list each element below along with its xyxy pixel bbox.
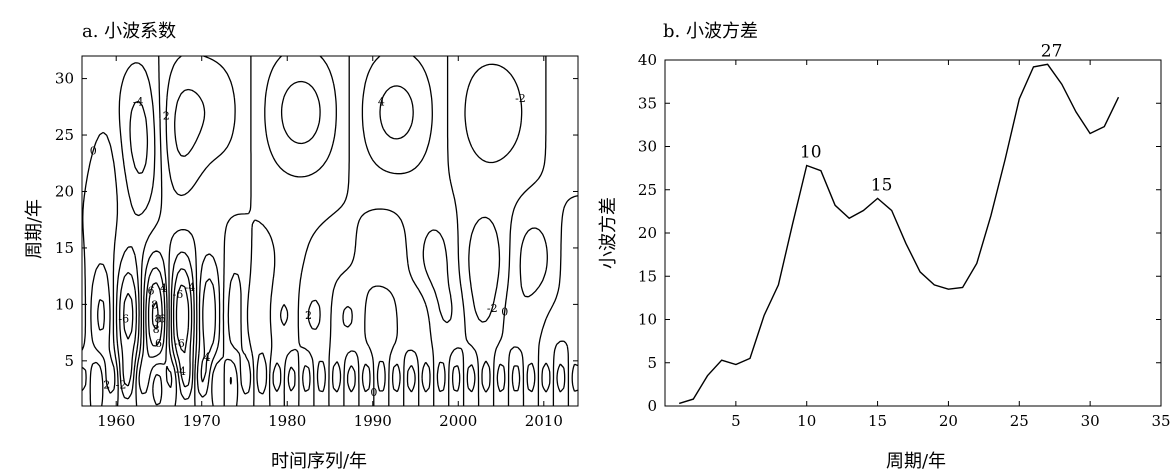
contour-value-label: 8 <box>153 323 160 336</box>
x-tick-label: 1990 <box>354 412 392 430</box>
panel-a-plot-frame <box>81 55 579 407</box>
y-tick-label: 25 <box>638 181 657 199</box>
contour-value-label: 2 <box>305 309 312 322</box>
wavelet-coefficient-panel: a. 小波系数 时间序列/年 周期/年 -6-6-6-4-4-4-2-2-200… <box>24 21 579 472</box>
y-tick-label: 15 <box>638 267 657 285</box>
x-tick-label: 1970 <box>183 412 221 430</box>
contour-value-label: 2 <box>163 110 170 123</box>
contour-value-label: -4 <box>175 365 186 378</box>
contour-line <box>115 55 579 401</box>
contour-line <box>147 282 163 347</box>
peak-label: 15 <box>871 175 893 195</box>
x-tick-label: 30 <box>1081 412 1100 430</box>
peak-annotations: 10 15 27 <box>800 41 1063 195</box>
contour-value-label: 4 <box>204 351 211 364</box>
contour-line <box>81 55 566 398</box>
wavelet-variance-line <box>678 63 1120 405</box>
x-tick-label: 1960 <box>97 412 135 430</box>
y-tick-label: 20 <box>638 224 657 242</box>
contour-value-label: 0 <box>90 145 97 158</box>
y-tick-label: 5 <box>64 352 74 370</box>
contour-value-label: -4 <box>185 281 196 294</box>
wavelet-variance-panel: b. 小波方差 周期/年 小波方差 5 10 15 20 25 30 35 0 5 10 15 20… <box>598 21 1171 472</box>
x-tick-label: 1980 <box>268 412 306 430</box>
panel-a-title: a. 小波系数 <box>82 21 176 42</box>
panel-b-y-ticks: 0 5 10 15 20 25 30 35 40 <box>638 51 1161 415</box>
x-tick-label: 2010 <box>525 412 563 430</box>
contour-line <box>97 85 414 383</box>
panel-a-x-ticks: 1960 1970 1980 1990 2000 2010 <box>97 56 563 430</box>
y-tick-label: 10 <box>638 311 657 329</box>
peak-label: 10 <box>800 143 822 163</box>
panel-a-y-axis-label: 周期/年 <box>24 199 45 259</box>
x-tick-label: 25 <box>1010 412 1029 430</box>
x-tick-label: 35 <box>1151 412 1170 430</box>
contour-value-label: -6 <box>118 313 129 326</box>
contour-line <box>119 80 321 388</box>
contour-line <box>151 301 159 330</box>
y-tick-label: 30 <box>638 138 657 156</box>
contour-value-label: 0 <box>370 386 377 399</box>
contour-value-label: 6 <box>159 313 166 326</box>
contour-lines <box>81 55 579 407</box>
contour-value-label: 8 <box>151 299 158 312</box>
panel-b-x-ticks: 5 10 15 20 25 30 35 <box>731 60 1171 430</box>
y-tick-label: 35 <box>638 94 657 112</box>
contour-value-label: -2 <box>515 92 526 105</box>
panel-b-y-axis-label: 小波方差 <box>598 197 619 269</box>
y-tick-label: 20 <box>55 182 74 200</box>
contour-line <box>81 55 579 407</box>
y-tick-label: 30 <box>55 70 74 88</box>
contour-value-label: 4 <box>378 96 385 109</box>
contour-value-label: -6 <box>172 288 183 301</box>
panel-a-x-axis-label: 时间序列/年 <box>271 451 367 472</box>
x-tick-label: 2000 <box>439 412 477 430</box>
contour-value-label: 0 <box>501 306 508 319</box>
y-tick-label: 5 <box>647 354 657 372</box>
panel-b-plot-frame <box>664 59 1162 407</box>
contour-line <box>123 284 190 354</box>
contour-value-label: 6 <box>148 285 155 298</box>
y-tick-label: 25 <box>55 126 74 144</box>
y-tick-label: 15 <box>55 239 74 257</box>
x-tick-label: 15 <box>868 412 887 430</box>
panel-b-title: b. 小波方差 <box>663 21 758 42</box>
contour-value-label: -6 <box>174 337 185 350</box>
x-tick-label: 5 <box>731 412 741 430</box>
peak-label: 27 <box>1041 41 1063 61</box>
y-tick-label: 10 <box>55 295 74 313</box>
contour-value-label: -4 <box>133 96 144 109</box>
contour-value-label: 8 <box>154 313 161 326</box>
panel-b-x-axis-label: 周期/年 <box>886 451 946 472</box>
contour-value-label: -2 <box>116 378 127 391</box>
y-tick-label: 40 <box>638 51 657 69</box>
x-tick-label: 10 <box>797 412 816 430</box>
y-tick-label: 0 <box>647 397 657 415</box>
contour-value-label: 4 <box>160 282 167 295</box>
x-tick-label: 20 <box>939 412 958 430</box>
contour-value-label: 2 <box>103 379 110 392</box>
contour-value-label: -2 <box>487 302 498 315</box>
contour-value-label: 6 <box>155 337 162 350</box>
